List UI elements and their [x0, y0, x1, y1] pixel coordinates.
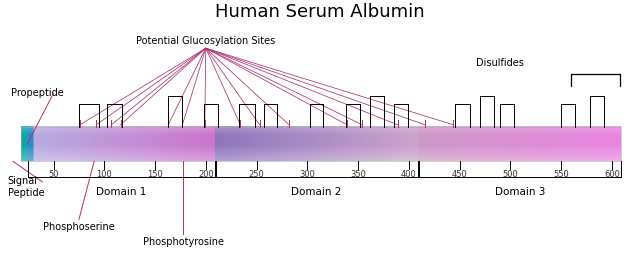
Text: 200: 200: [198, 170, 214, 179]
Text: 500: 500: [502, 170, 518, 179]
Text: 550: 550: [553, 170, 569, 179]
Text: Potential Glucosylation Sites: Potential Glucosylation Sites: [136, 36, 275, 46]
Text: 250: 250: [249, 170, 264, 179]
Text: 300: 300: [300, 170, 316, 179]
Text: 600: 600: [604, 170, 620, 179]
Text: Domain 3: Domain 3: [495, 187, 546, 197]
Bar: [21, 127, 621, 161]
Text: Domain 1: Domain 1: [97, 187, 147, 197]
Text: Domain 2: Domain 2: [291, 187, 342, 197]
Text: Phosphotyrosine: Phosphotyrosine: [143, 237, 224, 247]
Text: Phosphoserine: Phosphoserine: [43, 222, 115, 232]
Text: Signal
Peptide: Signal Peptide: [8, 176, 44, 198]
Text: 150: 150: [147, 170, 163, 179]
Title: Human Serum Albumin: Human Serum Albumin: [215, 3, 425, 21]
Text: 50: 50: [48, 170, 59, 179]
Text: 450: 450: [452, 170, 467, 179]
Text: Propeptide: Propeptide: [11, 88, 63, 98]
Text: Disulfides: Disulfides: [476, 58, 524, 68]
Text: 350: 350: [350, 170, 366, 179]
Text: 100: 100: [97, 170, 112, 179]
Text: 400: 400: [401, 170, 417, 179]
